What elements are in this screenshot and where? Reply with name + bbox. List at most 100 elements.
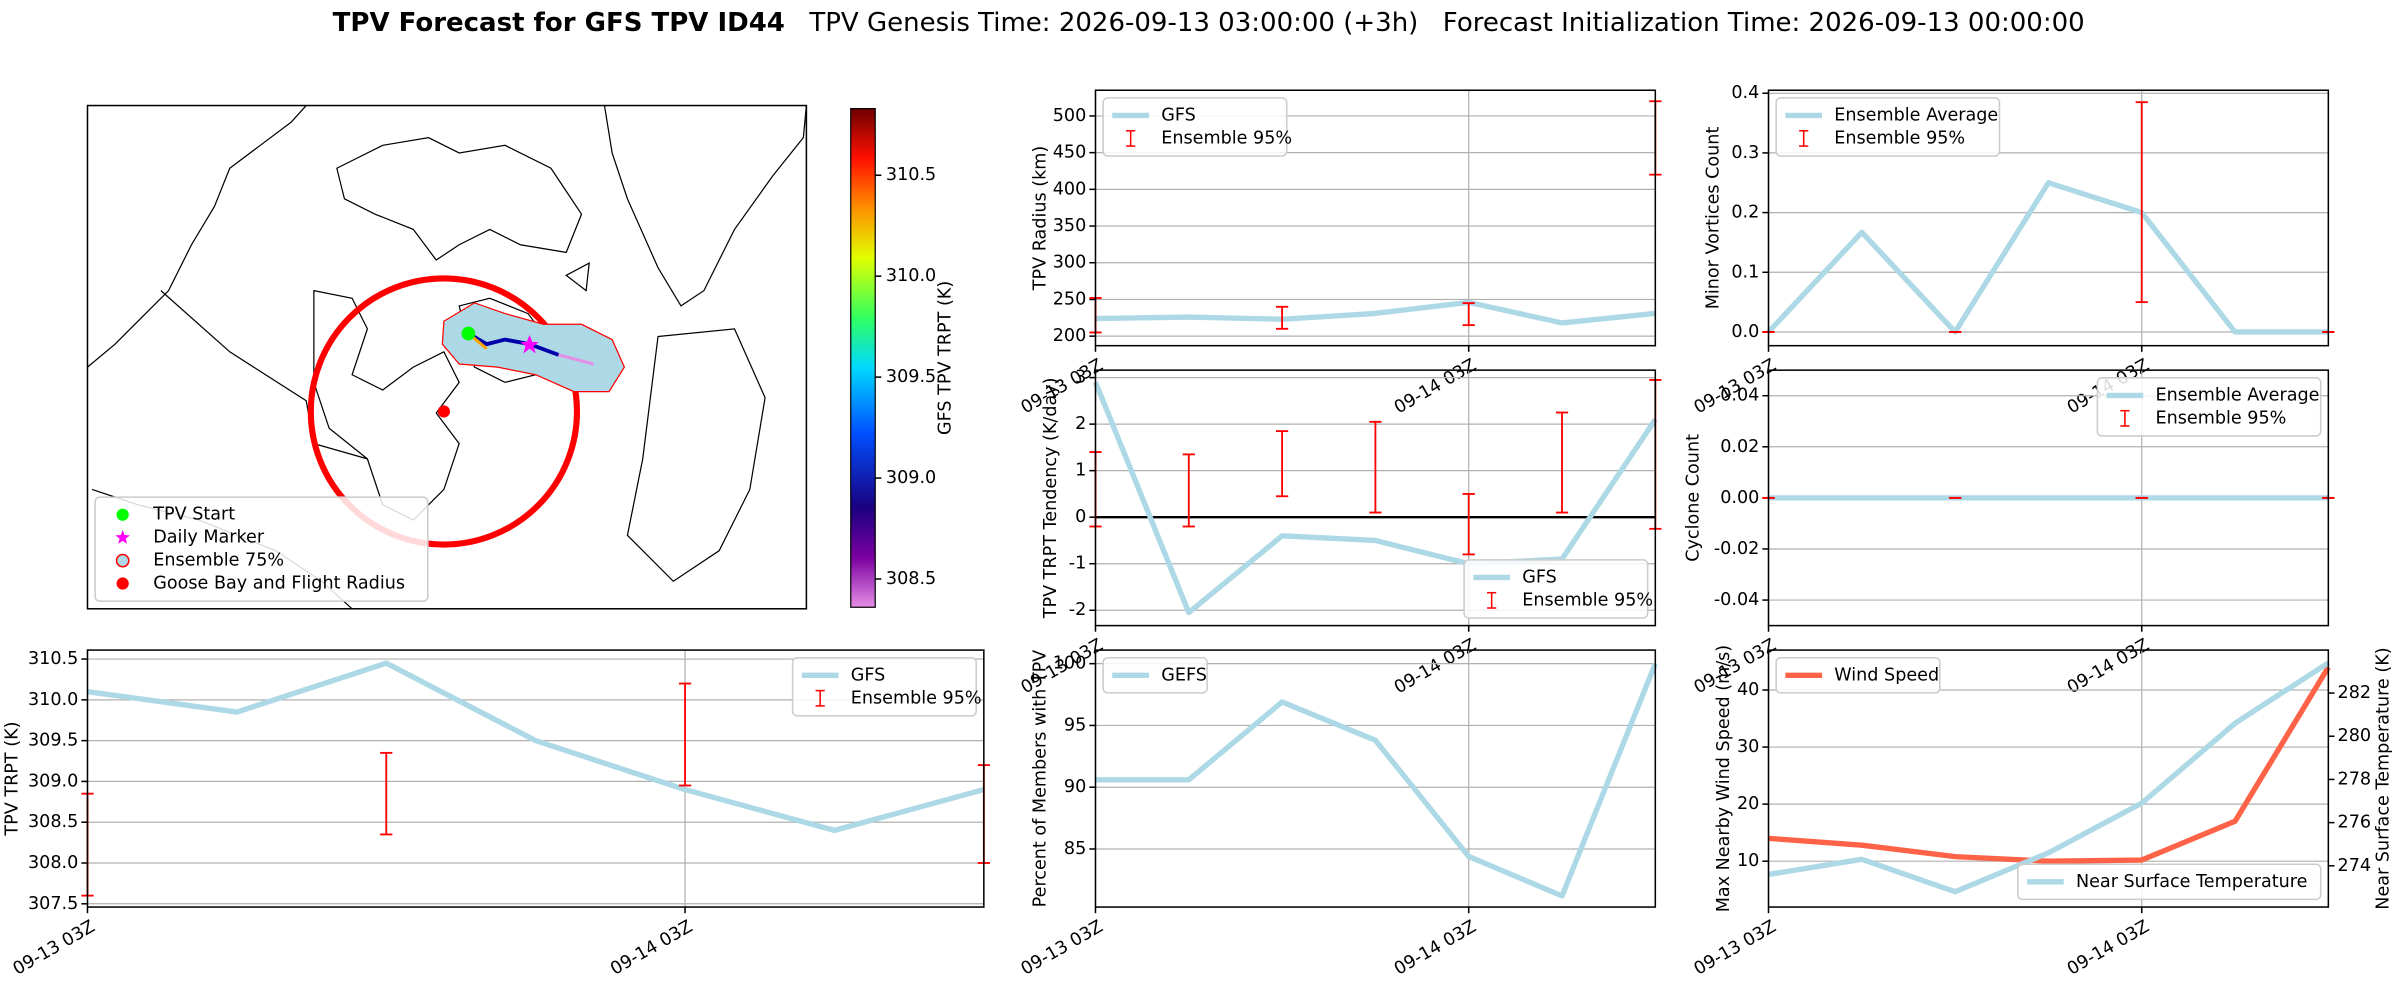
y-tick-label: 0.1 xyxy=(1731,262,1759,282)
legend-swatch xyxy=(116,577,129,590)
y-tick-label: 200 xyxy=(1053,326,1087,346)
y2-tick-label: 274 xyxy=(2338,856,2372,876)
coastline xyxy=(626,328,766,583)
axes-frame xyxy=(1767,369,2330,627)
y-tick-label: -1 xyxy=(1069,554,1087,574)
title-genesis: TPV Genesis Time: 2026-09-13 03:00:00 (+… xyxy=(808,7,1418,37)
legend-box xyxy=(94,496,429,602)
y-tick-label: 500 xyxy=(1053,106,1087,126)
x-tick-label: 09-14 03Z xyxy=(1391,635,1480,698)
series-line xyxy=(87,660,985,834)
y-tick-label: 309.5 xyxy=(28,731,78,751)
legend-label: Wind Speed xyxy=(1834,665,1939,685)
legend-box xyxy=(1775,656,1941,694)
y-tick-label: 85 xyxy=(1064,839,1086,859)
series-line xyxy=(1768,665,2331,864)
legend-label: GFS xyxy=(1161,105,1196,125)
y-axis-label: Percent of Members with TPV xyxy=(1031,650,1051,908)
y-tick-label: 308.0 xyxy=(28,853,78,873)
x-tick-label: 09-14 03Z xyxy=(2064,635,2153,698)
legend-box xyxy=(1463,559,1649,619)
coastline xyxy=(87,105,307,368)
y-tick-label: 400 xyxy=(1053,179,1087,199)
coastline xyxy=(313,289,460,521)
legend-label: Ensemble 95% xyxy=(2155,408,2286,428)
legend-label: Ensemble Average xyxy=(2155,385,2319,405)
y-axis-label: TPV Radius (km) xyxy=(1031,146,1051,292)
y-tick-label: 0.02 xyxy=(1720,437,1759,457)
colorbar xyxy=(850,107,876,608)
y2-axis-label: Near Surface Temperature (K) xyxy=(2373,647,2393,909)
legend-box xyxy=(1775,97,2001,157)
y-tick-label: 3 xyxy=(1075,368,1086,388)
coastline xyxy=(603,105,807,307)
y-axis-label: TPV TRPT (K) xyxy=(3,722,23,837)
title-main: TPV Forecast for GFS TPV ID44 xyxy=(333,7,785,37)
series-line xyxy=(1768,660,2330,895)
y2-tick-label: 282 xyxy=(2338,683,2372,703)
legend-box xyxy=(1102,656,1208,694)
legend-swatch xyxy=(115,553,130,568)
axes-frame xyxy=(86,649,985,908)
y-tick-label: 0.04 xyxy=(1720,386,1759,406)
legend-box xyxy=(791,656,977,717)
legend-box xyxy=(2096,377,2322,437)
legend-label: Near Surface Temperature xyxy=(2076,872,2307,892)
colorbar-tick-label: 309.0 xyxy=(886,468,936,488)
legend-label: Ensemble 95% xyxy=(1161,128,1292,148)
y-tick-label: 250 xyxy=(1053,289,1087,309)
y-tick-label: 0.2 xyxy=(1731,203,1759,223)
y-tick-label: 100 xyxy=(1053,654,1087,674)
colorbar-label: GFS TPV TRPT (K) xyxy=(936,281,956,435)
series-line xyxy=(1095,662,1658,899)
y-tick-label: 30 xyxy=(1737,737,1759,757)
legend-label: Ensemble Average xyxy=(1834,105,1998,125)
y-tick-label: 300 xyxy=(1053,253,1087,273)
axes-frame xyxy=(1094,89,1657,347)
x-tick-label: 09-13 03Z xyxy=(10,917,99,980)
legend-label: Goose Bay and Flight Radius xyxy=(153,574,405,594)
legend-label: Ensemble 95% xyxy=(1834,128,1965,148)
track xyxy=(558,353,595,366)
legend-label: GEFS xyxy=(1161,665,1207,685)
legend-box xyxy=(2017,863,2322,901)
legend-label: Daily Marker xyxy=(153,528,265,548)
legend-label: Ensemble 75% xyxy=(153,551,284,571)
x-tick-label: 09-13 03Z xyxy=(1018,355,1107,418)
y-tick-label: 0 xyxy=(1075,507,1086,527)
y-tick-label: 310.5 xyxy=(28,649,78,669)
y-tick-label: 90 xyxy=(1064,777,1086,797)
axes-frame xyxy=(1767,89,2330,347)
y-tick-label: 0.4 xyxy=(1731,83,1759,103)
colorbar-tick-label: 309.5 xyxy=(886,367,936,387)
coastline xyxy=(565,262,590,292)
daily-marker xyxy=(520,334,539,354)
legend-label: Ensemble 95% xyxy=(851,688,982,708)
y-tick-label: 0.00 xyxy=(1720,488,1759,508)
legend-label: TPV Start xyxy=(152,505,235,525)
series-line xyxy=(1766,180,2329,335)
flight-radius xyxy=(307,275,581,548)
y-tick-label: -2 xyxy=(1069,600,1087,620)
y-tick-label: 350 xyxy=(1053,216,1087,236)
x-tick-label: 09-13 03Z xyxy=(1691,917,1780,980)
y-tick-label: -0.02 xyxy=(1714,539,1759,559)
axes-frame xyxy=(1094,369,1657,627)
x-tick-label: 09-14 03Z xyxy=(2064,917,2153,980)
y-tick-label: 95 xyxy=(1064,715,1086,735)
series-line xyxy=(1095,299,1656,326)
y2-tick-label: 278 xyxy=(2338,769,2372,789)
y-tick-label: 310.0 xyxy=(28,690,78,710)
y-tick-label: 450 xyxy=(1053,143,1087,163)
figure-title: TPV Forecast for GFS TPV ID44 TPV Genesis… xyxy=(333,7,2085,37)
border xyxy=(160,290,368,460)
x-tick-label: 09-14 03Z xyxy=(1391,917,1480,980)
y-tick-label: 0.3 xyxy=(1731,143,1759,163)
x-tick-label: 09-13 03Z xyxy=(1018,917,1107,980)
y2-tick-label: 276 xyxy=(2338,813,2372,833)
legend-swatch xyxy=(115,530,131,544)
y-tick-label: 2 xyxy=(1075,414,1086,434)
goose-bay xyxy=(437,405,450,418)
